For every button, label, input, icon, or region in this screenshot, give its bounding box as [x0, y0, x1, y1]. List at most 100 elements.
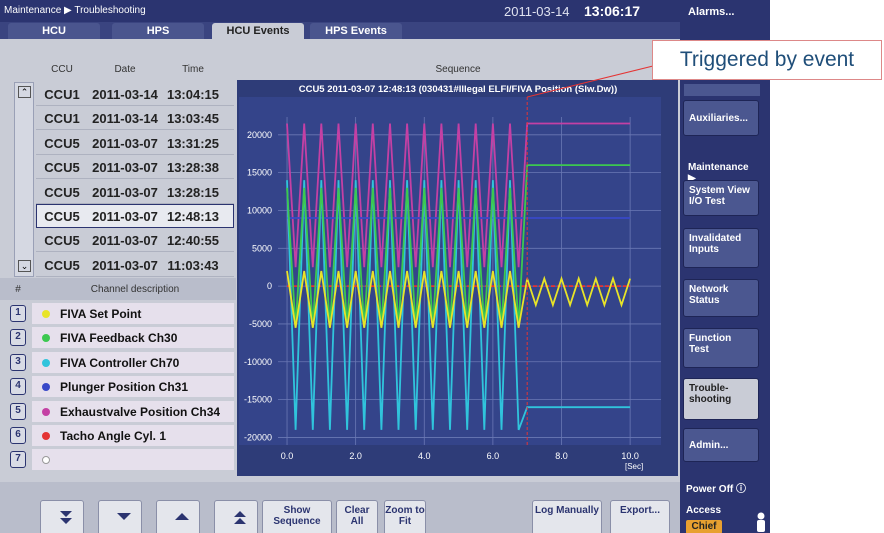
scroll-down[interactable]: ⌄ — [18, 260, 31, 272]
channel-name: FIVA Controller Ch70 — [60, 355, 180, 370]
channel-dot — [42, 334, 50, 343]
event-cell: 2011-03-14 — [92, 111, 158, 127]
arrow-icon — [234, 511, 246, 524]
channel-name: Exhaustvalve Position Ch34 — [60, 404, 221, 419]
channel-number[interactable]: 3 — [10, 353, 26, 371]
event-cell: CCU1 — [44, 87, 80, 102]
event-cell: 2011-03-07 — [92, 257, 158, 273]
event-row[interactable] — [36, 253, 234, 277]
action-button[interactable]: Zoom to Fit — [384, 500, 426, 533]
event-cell: 2011-03-07 — [92, 160, 158, 176]
event-cell: 13:31:25 — [166, 135, 220, 151]
channel-name: FIVA Feedback Ch30 — [60, 331, 178, 346]
channel-number[interactable]: 6 — [10, 427, 26, 444]
action-button[interactable]: Clear All — [336, 500, 378, 533]
channel-number[interactable]: 1 — [10, 305, 26, 322]
sequence-header: Sequence — [435, 64, 481, 75]
tab[interactable]: HCU Events — [212, 23, 304, 39]
tab[interactable]: HCU — [8, 23, 100, 39]
event-cell: 13:28:38 — [166, 160, 220, 176]
event-cell: 2011-03-14 — [92, 87, 158, 102]
event-row[interactable] — [36, 180, 234, 204]
channel-col-header: # — [15, 284, 21, 295]
person — [757, 512, 765, 532]
event-cell: CCU5 — [44, 209, 80, 224]
callout: Triggered by event — [652, 40, 882, 80]
role-badge: Chief — [686, 520, 722, 533]
section-label: Maintenance ▶ — [683, 158, 759, 184]
event-cell: 2011-03-07 — [92, 184, 158, 200]
channel-row[interactable]: Exhaustvalve Position Ch34 — [32, 400, 234, 423]
event-row[interactable] — [36, 131, 234, 155]
arrow-icon — [60, 511, 72, 524]
arrow-icon — [117, 513, 131, 520]
channel-name: Plunger Position Ch31 — [60, 380, 189, 395]
event-cell: CCU5 — [44, 160, 80, 176]
column-header: Date — [114, 64, 136, 75]
arrow-button[interactable] — [40, 500, 84, 533]
channel-dot — [42, 407, 50, 416]
channel-number[interactable]: 2 — [10, 329, 26, 347]
channel-dot — [42, 456, 50, 465]
event-cell: CCU5 — [44, 233, 80, 249]
channel-dot — [42, 310, 50, 318]
auxiliaries-button[interactable]: Auxiliaries... — [683, 100, 759, 136]
scroll-up[interactable]: ⌃ — [18, 86, 31, 98]
action-button[interactable]: Export... — [610, 500, 670, 533]
alarms-button[interactable]: Alarms... — [688, 6, 735, 18]
column-header: CCU — [51, 64, 73, 75]
channel-row[interactable]: FIVA Set Point — [32, 303, 234, 325]
channel-row[interactable] — [32, 449, 234, 472]
user-icon — [755, 512, 767, 532]
arrow-button[interactable] — [156, 500, 200, 533]
sidebar-button[interactable]: Function Test — [683, 328, 759, 368]
channel-dot — [42, 432, 50, 440]
event-row[interactable] — [36, 155, 234, 180]
event-row[interactable] — [36, 228, 234, 253]
event-cell: 11:03:43 — [167, 257, 219, 273]
sidebar-button[interactable] — [684, 84, 760, 96]
event-cell: 12:40:55 — [166, 233, 220, 249]
event-row[interactable] — [36, 82, 234, 106]
arrow-button[interactable] — [214, 500, 258, 533]
arrow-button[interactable] — [98, 500, 142, 533]
channel-row[interactable]: Tacho Angle Cyl. 1 — [32, 425, 234, 447]
tab[interactable]: HPS — [112, 23, 204, 39]
event-row[interactable] — [36, 106, 234, 131]
admin-button[interactable]: Admin... — [683, 428, 759, 462]
action-button[interactable]: Show Sequence — [262, 500, 332, 533]
channel-row[interactable]: FIVA Controller Ch70 — [32, 351, 234, 374]
channel-number[interactable]: 4 — [10, 378, 26, 396]
channel-row[interactable]: Plunger Position Ch31 — [32, 376, 234, 399]
arrow-icon — [175, 513, 189, 520]
event-row[interactable] — [36, 204, 234, 228]
event-cell: 2011-03-07 — [92, 135, 158, 151]
event-cell: 13:28:15 — [166, 184, 220, 200]
sidebar-button[interactable]: Invalidated Inputs — [683, 228, 759, 268]
event-cell: 13:04:15 — [166, 87, 220, 102]
channel-number[interactable]: 5 — [10, 402, 26, 420]
event-cell: CCU5 — [44, 184, 80, 200]
channel-name: Tacho Angle Cyl. 1 — [60, 429, 167, 443]
channel-header — [0, 278, 236, 300]
channel-col-header: Channel description — [90, 284, 180, 295]
channel-name: FIVA Set Point — [60, 307, 142, 321]
access-label: Access — [686, 505, 722, 516]
breadcrumb: Maintenance ▶ Troubleshooting — [4, 5, 146, 16]
sidebar-button[interactable]: System View I/O Test — [683, 180, 759, 216]
scrollbar[interactable] — [14, 82, 34, 277]
event-cell: CCU5 — [44, 257, 80, 273]
sidebar-button[interactable]: Trouble-shooting — [683, 378, 759, 420]
column-header: Time — [182, 64, 204, 75]
sidebar-button[interactable]: Network Status — [683, 279, 759, 317]
channel-number[interactable]: 7 — [10, 451, 26, 469]
channel-dot — [42, 383, 50, 392]
power-button[interactable]: Power Off ⓘ — [686, 480, 747, 495]
channel-row[interactable]: FIVA Feedback Ch30 — [32, 327, 234, 350]
event-cell: CCU5 — [44, 135, 80, 151]
tab[interactable]: HPS Events — [310, 23, 402, 39]
event-cell: 2011-03-07 — [92, 209, 158, 224]
time: 13:06:17 — [584, 3, 641, 19]
action-button[interactable]: Log Manually — [532, 500, 602, 533]
